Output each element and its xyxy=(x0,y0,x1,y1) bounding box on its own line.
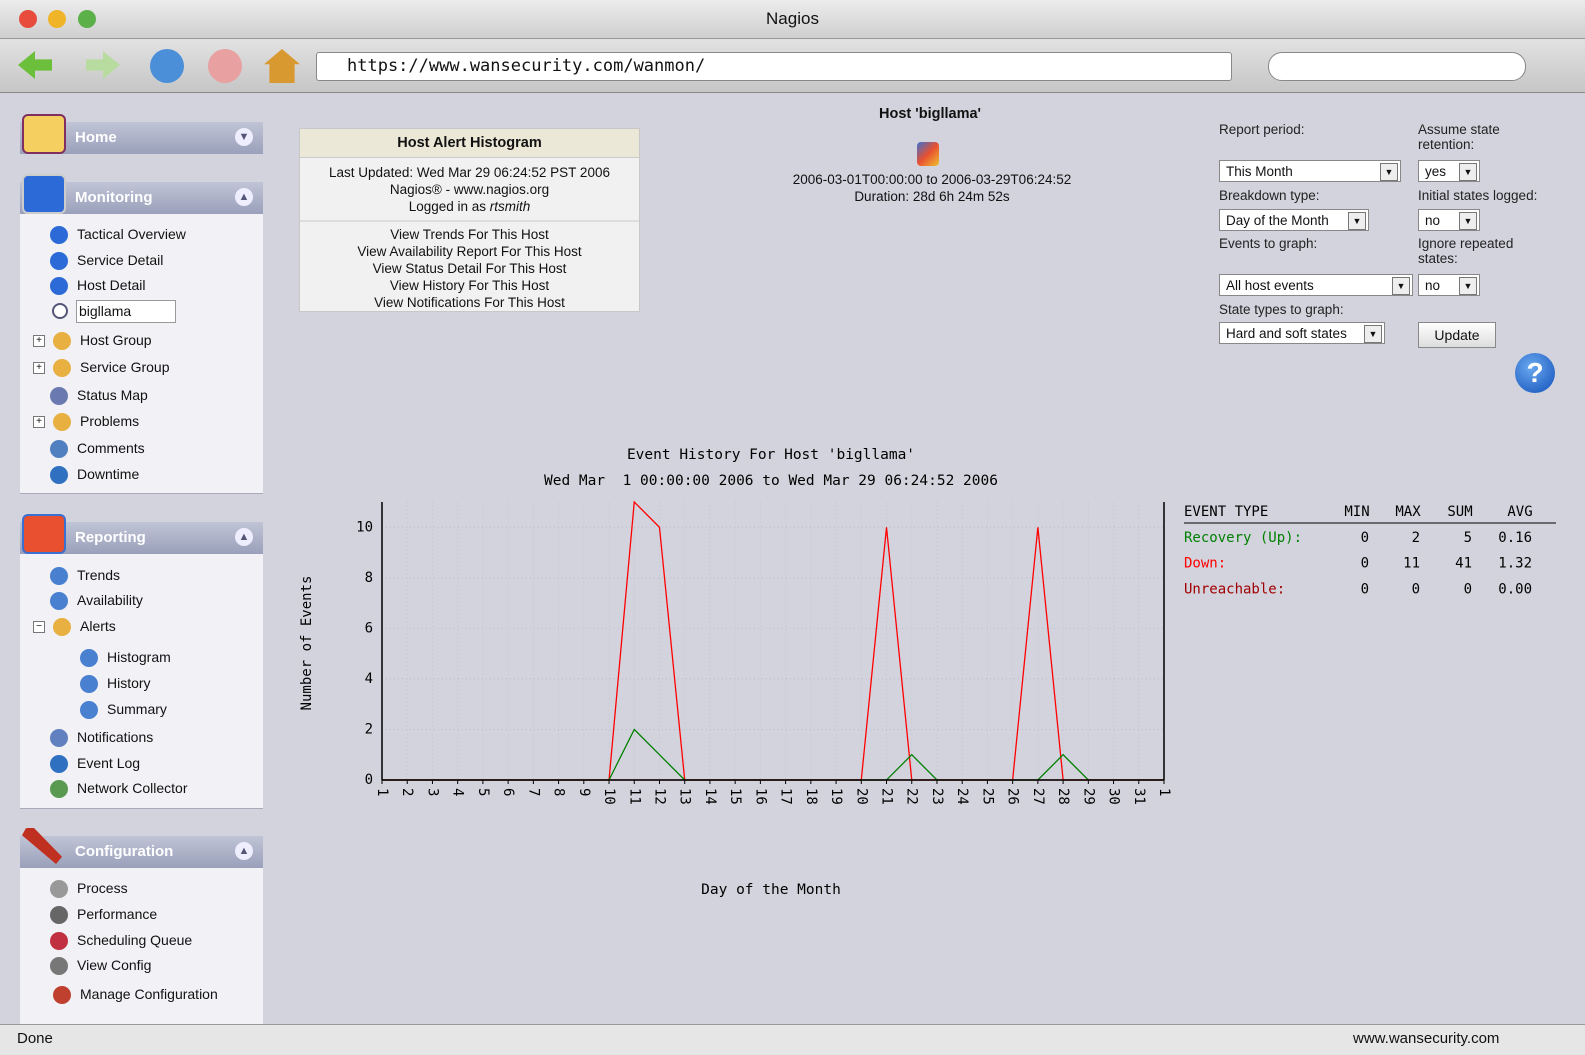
status-text: Done xyxy=(17,1027,53,1051)
x-tick-label: 4 xyxy=(450,788,466,796)
table-header: EVENT TYPE xyxy=(1184,504,1268,520)
x-axis-label: Day of the Month xyxy=(701,882,841,898)
x-tick-label: 8 xyxy=(551,788,567,796)
x-tick-label: 18 xyxy=(803,788,819,805)
table-cell: 0 xyxy=(1361,556,1369,572)
table-cell: 0 xyxy=(1464,581,1472,597)
browser-window: Nagios https://www.wansecurity.com/wanmo… xyxy=(0,0,1585,1054)
x-tick-label: 5 xyxy=(475,788,491,796)
x-tick-label: 26 xyxy=(1005,788,1021,805)
x-tick-label: 3 xyxy=(424,788,440,796)
table-cell: 41 xyxy=(1455,556,1472,572)
series-line xyxy=(382,729,1164,780)
x-tick-label: 19 xyxy=(828,788,844,805)
table-cell: 1.32 xyxy=(1498,556,1532,572)
event-type: Recovery (Up): xyxy=(1184,530,1302,546)
x-tick-label: 11 xyxy=(626,788,642,805)
x-tick-label: 22 xyxy=(904,788,920,805)
table-cell: 0.00 xyxy=(1498,581,1532,597)
y-tick-label: 4 xyxy=(365,671,373,687)
table-cell: 5 xyxy=(1464,530,1472,546)
x-tick-label: 6 xyxy=(500,788,516,796)
x-tick-label: 17 xyxy=(778,788,794,805)
y-tick-label: 2 xyxy=(365,721,373,737)
table-header: SUM xyxy=(1447,504,1472,520)
y-tick-label: 0 xyxy=(365,772,373,788)
chart-subtitle: Wed Mar 1 00:00:00 2006 to Wed Mar 29 06… xyxy=(544,473,998,489)
x-tick-label: 10 xyxy=(601,788,617,805)
table-cell: 0.16 xyxy=(1498,530,1532,546)
x-tick-label: 7 xyxy=(525,788,541,796)
x-tick-label: 21 xyxy=(879,788,895,805)
chart-title: Event History For Host 'bigllama' xyxy=(627,447,915,463)
table-cell: 0 xyxy=(1361,581,1369,597)
x-tick-label: 15 xyxy=(727,788,743,805)
table-cell: 0 xyxy=(1361,530,1369,546)
x-tick-label: 27 xyxy=(1030,788,1046,805)
status-bar: Done www.wansecurity.com xyxy=(0,1024,1585,1055)
x-tick-label: 29 xyxy=(1080,788,1096,805)
table-header: MIN xyxy=(1344,504,1369,520)
x-tick-label: 13 xyxy=(677,788,693,805)
x-tick-label: 20 xyxy=(853,788,869,805)
table-cell: 0 xyxy=(1412,581,1420,597)
y-tick-label: 8 xyxy=(365,570,373,586)
x-tick-label: 23 xyxy=(929,788,945,805)
x-tick-label: 1 xyxy=(374,788,390,796)
x-tick-label: 1 xyxy=(1156,788,1172,796)
event-chart: Event History For Host 'bigllama' Wed Ma… xyxy=(0,0,1585,1054)
x-tick-label: 9 xyxy=(576,788,592,796)
x-tick-label: 25 xyxy=(979,788,995,805)
status-host: www.wansecurity.com xyxy=(1353,1027,1499,1051)
x-tick-label: 12 xyxy=(651,788,667,805)
x-tick-label: 30 xyxy=(1106,788,1122,805)
event-type: Down: xyxy=(1184,556,1226,572)
series-line xyxy=(382,502,1164,780)
x-tick-label: 16 xyxy=(752,788,768,805)
y-tick-label: 6 xyxy=(365,620,373,636)
y-axis-label: Number of Events xyxy=(299,576,315,711)
y-tick-label: 10 xyxy=(356,519,373,535)
table-header: AVG xyxy=(1507,504,1532,520)
table-cell: 11 xyxy=(1403,556,1420,572)
table-header: MAX xyxy=(1395,504,1421,520)
x-tick-label: 31 xyxy=(1131,788,1147,805)
x-tick-label: 24 xyxy=(954,788,970,805)
x-tick-label: 2 xyxy=(399,788,415,796)
x-tick-label: 28 xyxy=(1055,788,1071,805)
event-type: Unreachable: xyxy=(1184,581,1285,597)
x-tick-label: 14 xyxy=(702,788,718,805)
table-cell: 2 xyxy=(1412,530,1420,546)
